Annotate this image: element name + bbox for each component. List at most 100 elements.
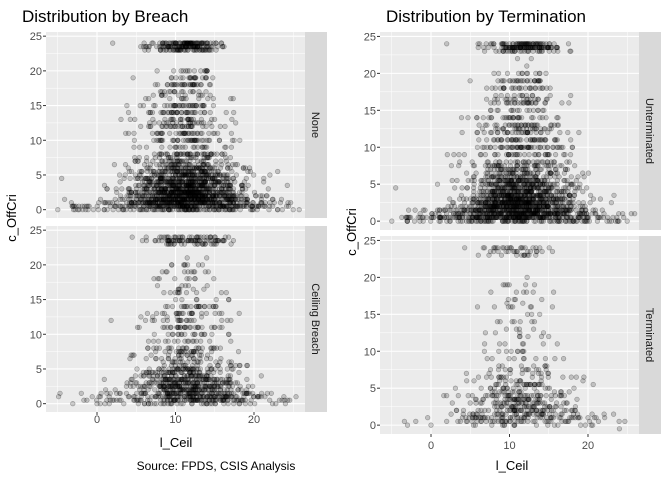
data-point [205,95,211,102]
data-point [205,200,211,206]
data-point [196,165,202,171]
data-point [210,186,216,192]
data-point [220,380,226,386]
data-point [223,193,229,199]
data-point [228,95,234,102]
data-point [141,373,147,379]
data-point [154,283,161,289]
data-point [548,122,554,128]
data-point [169,168,175,175]
data-point [217,345,223,351]
data-point [159,168,166,175]
data-point [227,186,233,192]
data-point [190,109,196,116]
data-point [492,85,499,91]
data-point [161,89,168,95]
data-point [166,380,172,386]
data-point [194,120,200,126]
data-point [192,269,198,275]
data-point [179,175,185,181]
data-point [172,276,178,282]
data-point [207,82,213,88]
data-point [200,200,206,206]
data-point [141,186,147,192]
data-point [284,182,290,188]
data-point [143,175,149,181]
data-point [190,331,196,337]
data-point [220,182,226,188]
data-point [170,47,176,53]
data-point [211,151,217,157]
data-point [126,168,132,175]
data-point [108,317,114,324]
data-point [217,397,224,403]
data-point [163,179,169,185]
data-point [191,196,197,202]
data-point [185,207,191,213]
data-point [221,203,227,209]
data-point [457,159,463,165]
data-point [171,82,177,88]
data-point [176,162,182,168]
y-tick-label: 5 [36,170,42,182]
data-point [162,158,168,164]
data-point [169,189,175,195]
data-point [156,189,162,195]
data-point [474,144,481,150]
data-point [170,123,176,129]
data-point [252,401,258,407]
data-point [201,200,207,206]
data-point [244,362,250,369]
data-point [170,182,176,188]
data-point [262,203,268,209]
data-point [168,158,174,164]
data-point [129,200,135,206]
data-point [151,102,157,109]
data-point [484,137,490,143]
data-point [173,40,179,46]
data-point [178,203,184,209]
data-point [152,172,158,178]
data-point [186,175,192,181]
data-point [81,397,87,403]
data-point [195,324,201,330]
data-point [170,182,177,188]
chart-title: Distribution by Termination [386,7,586,26]
data-point [235,387,241,393]
data-point [188,324,194,330]
data-point [59,175,65,181]
data-point [201,207,207,213]
data-point [218,203,224,209]
data-point [173,151,179,157]
data-point [265,186,271,192]
data-point [213,203,220,209]
x-tick-label: 20 [248,414,260,426]
data-point [116,172,123,178]
data-point [258,200,265,206]
data-point [178,317,184,324]
data-point [165,200,171,206]
data-point [219,186,225,192]
data-point [140,193,146,199]
data-point [187,89,193,95]
data-point [144,200,151,206]
data-point [89,394,95,400]
data-point [129,200,135,206]
data-point [142,196,148,202]
data-point [184,200,190,206]
data-point [166,196,172,202]
data-point [514,78,521,84]
data-point [194,102,200,109]
data-point [150,168,156,175]
data-point [236,310,242,317]
data-point [204,283,210,289]
data-point [187,189,193,195]
data-point [228,338,234,344]
data-point [130,383,136,389]
data-point [132,158,138,164]
data-point [221,182,227,188]
data-point [223,144,229,150]
data-point [184,43,190,50]
data-point [189,182,195,188]
data-point [227,155,233,161]
